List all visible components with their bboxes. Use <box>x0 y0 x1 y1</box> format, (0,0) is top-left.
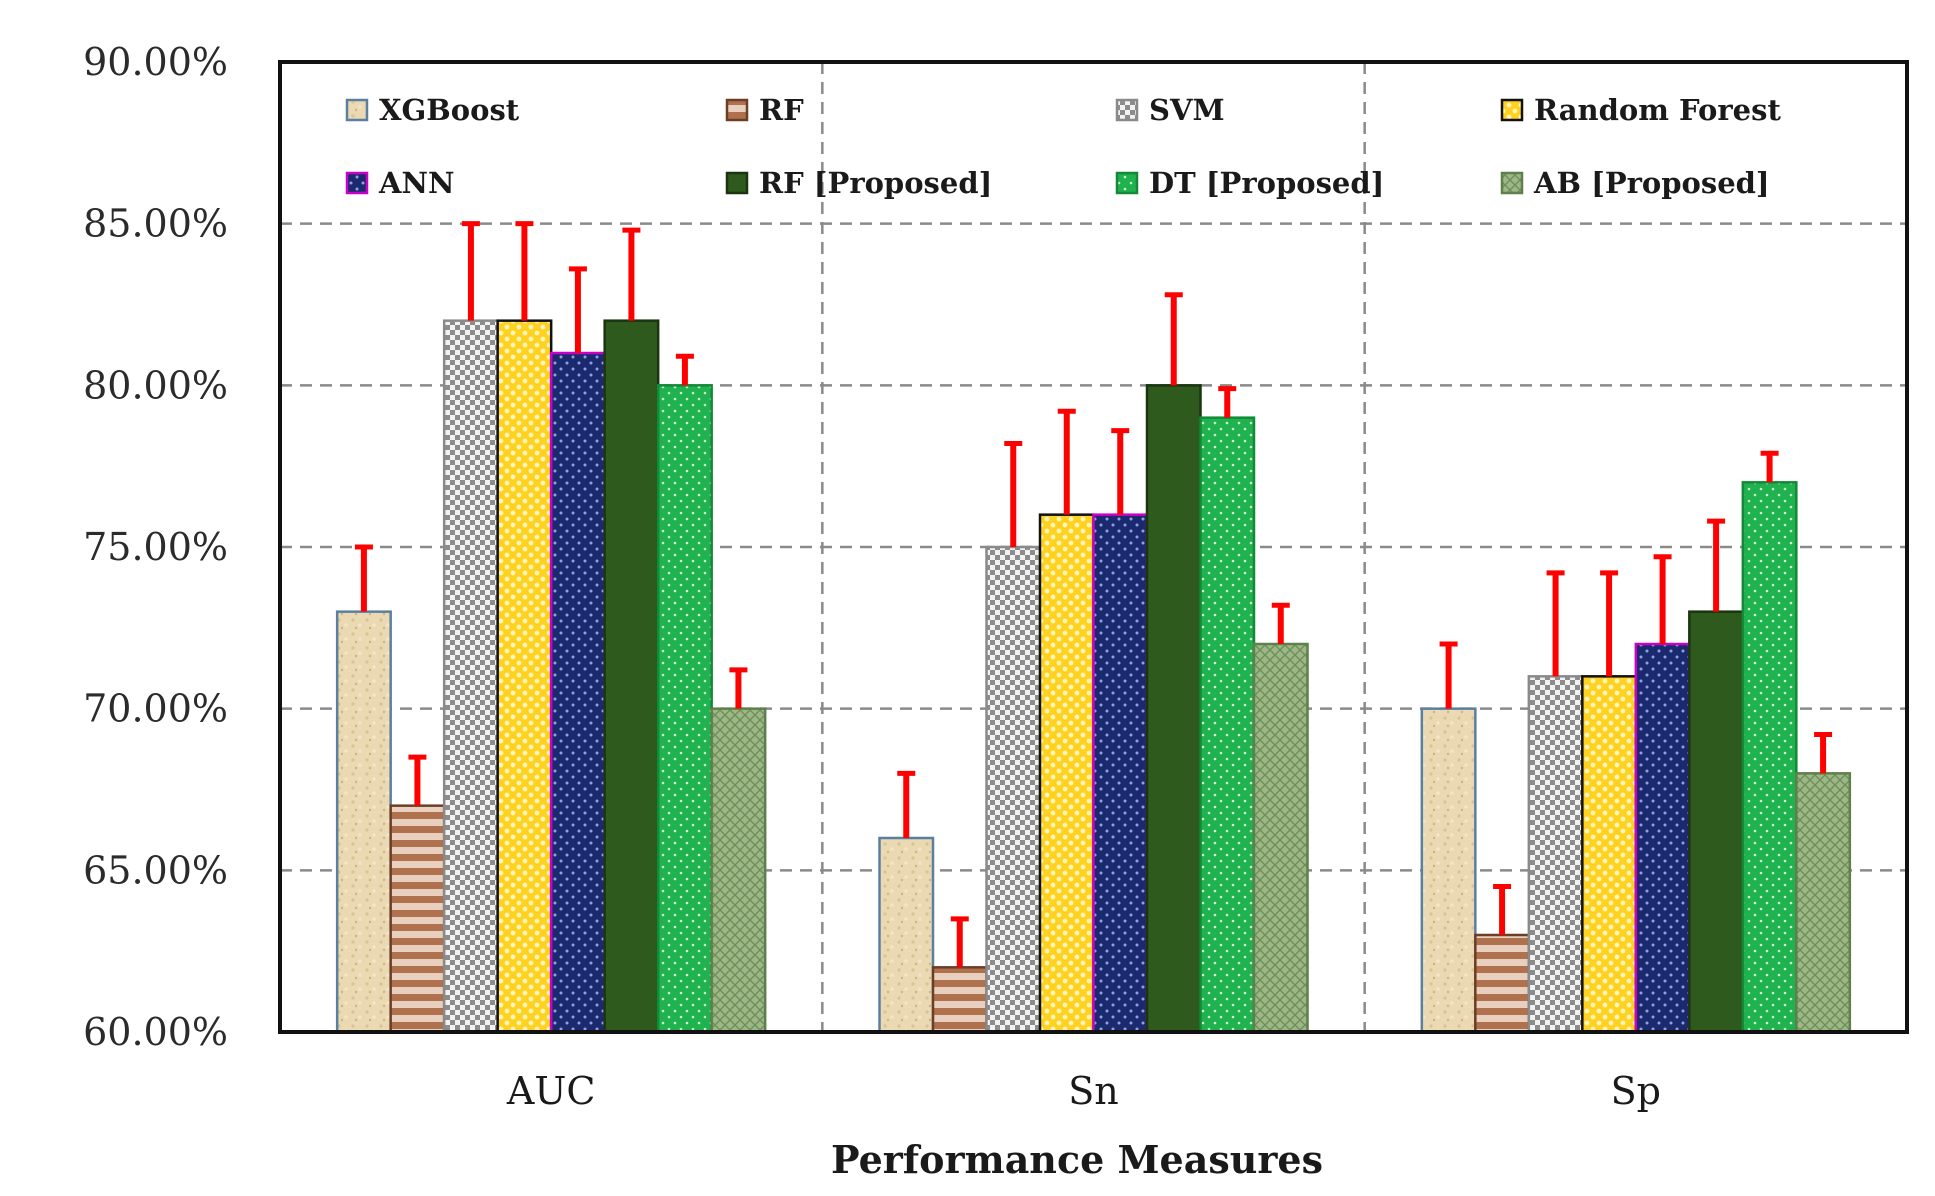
legend-label: Random Forest <box>1534 93 1781 127</box>
y-tick-label: 70.00% <box>83 687 228 731</box>
bar-random-forest-auc <box>496 319 553 1034</box>
bar-rf-proposed-sp <box>1688 610 1745 1034</box>
legend-swatch <box>1500 98 1524 122</box>
bar-ann-sp <box>1634 642 1691 1034</box>
bars <box>335 319 1852 1034</box>
bar-svm-sp <box>1527 675 1584 1034</box>
bar-dt-proposed-sn <box>1199 416 1256 1034</box>
y-tick-label: 65.00% <box>83 848 228 892</box>
legend-swatch <box>345 98 369 122</box>
error-bars <box>354 221 1833 968</box>
bar-xgboost-auc <box>335 610 392 1034</box>
x-category-label: Sp <box>1611 1069 1661 1113</box>
y-tick-label: 90.00% <box>83 40 228 84</box>
plot-frame <box>278 60 1909 1034</box>
bar-rf-auc <box>389 804 446 1034</box>
legend-swatch <box>1115 98 1139 122</box>
bar-ab-proposed-auc <box>710 707 767 1034</box>
y-axis-ticks: 60.00% 65.00% 70.00% 75.00% 80.00% 85.00% 90.0… <box>83 40 228 1054</box>
bar-dt-proposed-sp <box>1741 481 1798 1034</box>
bar-rf-sn <box>931 966 988 1034</box>
legend-label: RF [Proposed] <box>759 166 992 200</box>
legend-label: ANN <box>378 166 455 200</box>
bar-ab-proposed-sn <box>1252 642 1309 1034</box>
legend-label: RF <box>759 93 804 127</box>
legend: XGBoost RF SVM Random Forest ANN RF [Proposed… <box>345 93 1781 200</box>
bar-rf-proposed-auc <box>603 319 660 1034</box>
x-category-label: Sn <box>1068 1069 1119 1113</box>
legend-label: DT [Proposed] <box>1149 166 1384 200</box>
bar-xgboost-sn <box>878 836 935 1034</box>
legend-swatch <box>725 171 749 195</box>
legend-label: AB [Proposed] <box>1533 166 1770 200</box>
legend-swatch <box>345 171 369 195</box>
legend-swatch <box>1115 171 1139 195</box>
y-tick-label: 85.00% <box>83 202 228 246</box>
bar-xgboost-sp <box>1420 707 1477 1034</box>
y-tick-label: 75.00% <box>83 525 228 569</box>
bar-dt-proposed-auc <box>656 384 713 1034</box>
legend-label: XGBoost <box>379 93 520 127</box>
y-tick-label: 60.00% <box>83 1010 228 1054</box>
legend-label: SVM <box>1149 93 1225 127</box>
x-axis-title: Performance Measures <box>831 1137 1323 1182</box>
bar-ann-auc <box>549 351 606 1034</box>
bar-ab-proposed-sp <box>1795 772 1852 1034</box>
bar-random-forest-sn <box>1038 513 1095 1034</box>
bar-svm-auc <box>442 319 499 1034</box>
legend-swatch <box>725 98 749 122</box>
x-axis-categories: AUC Sn Sp <box>506 1069 1661 1113</box>
bar-rf-proposed-sn <box>1145 384 1202 1034</box>
legend-swatch <box>1500 171 1524 195</box>
bar-rf-sp <box>1474 933 1531 1034</box>
x-category-label: AUC <box>506 1069 596 1113</box>
y-tick-label: 80.00% <box>83 363 228 407</box>
bar-svm-sn <box>985 545 1042 1034</box>
bar-ann-sn <box>1092 513 1149 1034</box>
bar-random-forest-sp <box>1581 675 1638 1034</box>
